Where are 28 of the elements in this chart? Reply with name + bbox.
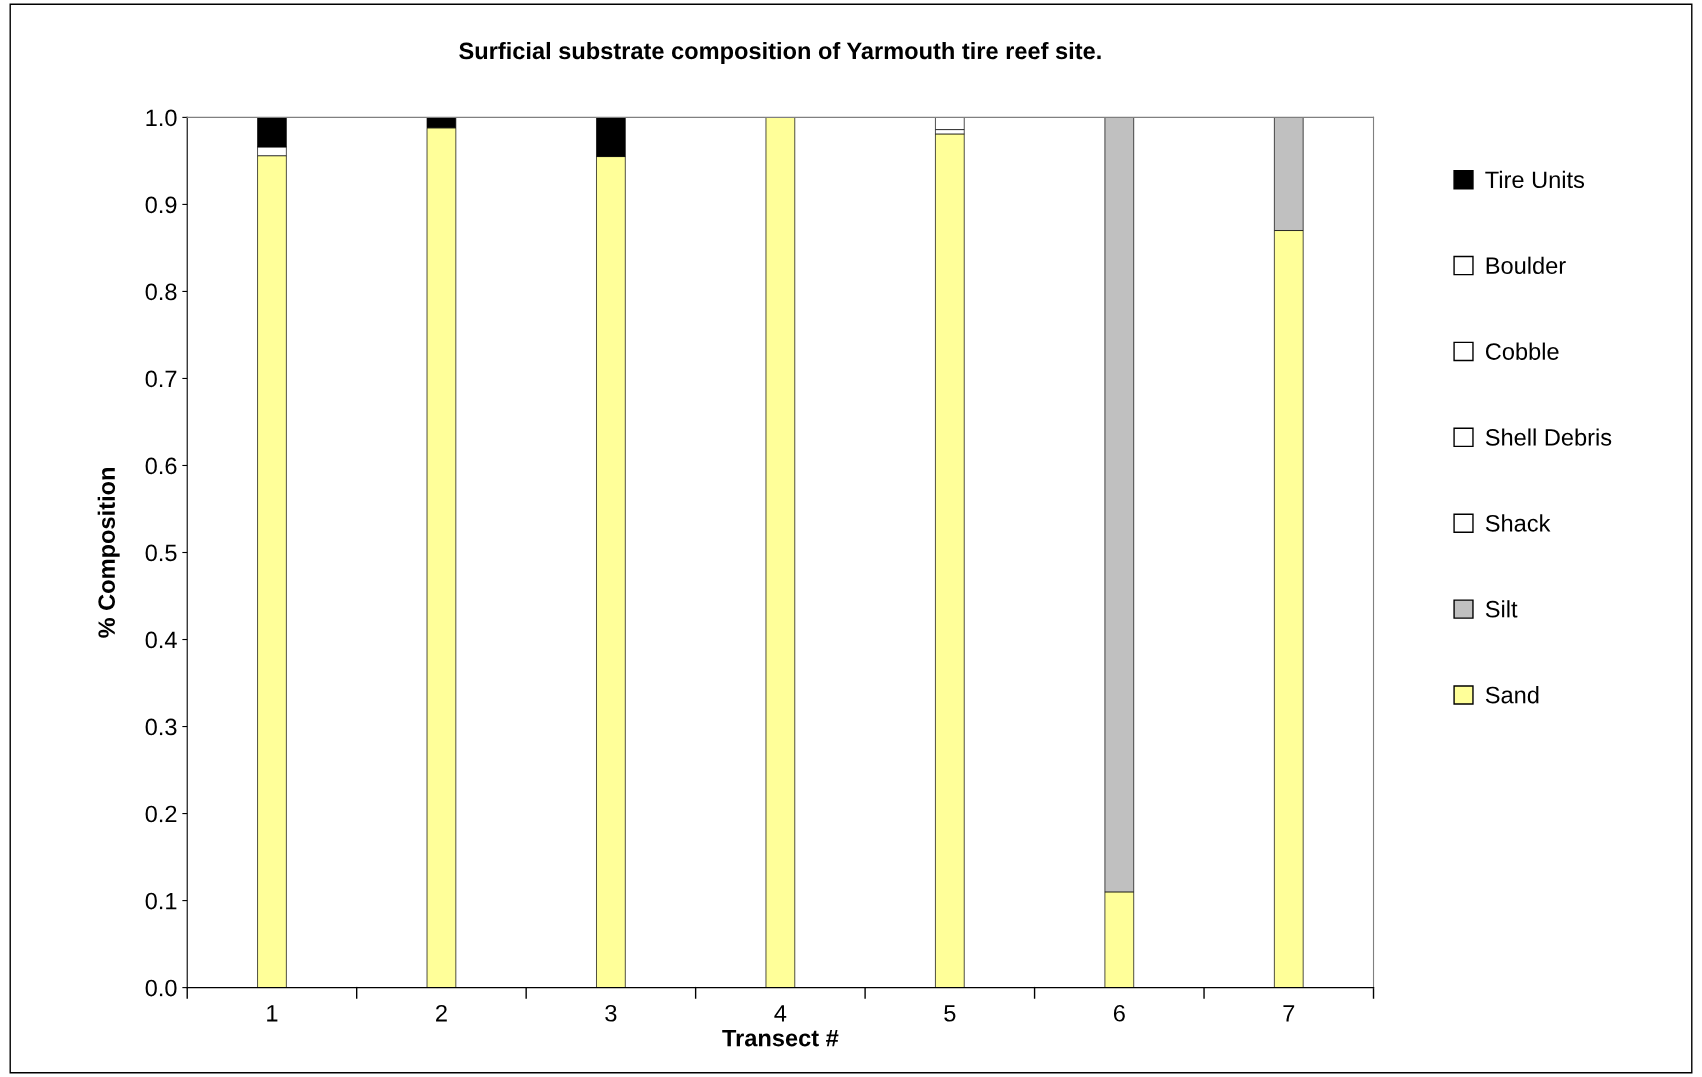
y-tick-label: 0.7 (145, 370, 177, 388)
x-tick-label: 7 (1283, 1005, 1295, 1022)
y-tick-label: 0.6 (145, 457, 177, 475)
x-tick-label: 1 (267, 1005, 278, 1022)
legend-label: Tire Units (1485, 170, 1585, 189)
legend-label: Shell Debris (1485, 428, 1612, 446)
chart-title: Surficial substrate composition of Yarmouth tire reef site. (459, 41, 1101, 64)
legend-label: Sand (1485, 686, 1539, 704)
x-tick-label: 2 (436, 1004, 447, 1022)
y-tick-label: 0.8 (145, 283, 177, 301)
y-tick-label: 0.4 (145, 631, 177, 649)
legend-label: Silt (1485, 600, 1518, 618)
legend-label: Boulder (1486, 256, 1566, 274)
y-tick-label: 0.5 (145, 544, 177, 562)
y-axis-title: % Composition (97, 468, 120, 638)
y-tick-label: 0.1 (145, 892, 177, 910)
y-tick-label: 0.9 (145, 196, 177, 214)
y-tick-label: 0.0 (145, 979, 177, 997)
x-tick-label: 5 (944, 1005, 956, 1022)
x-tick-label: 6 (1113, 1004, 1125, 1022)
legend-label: Cobble (1485, 342, 1559, 360)
x-tick-label: 4 (774, 1005, 787, 1022)
y-tick-label: 1.0 (146, 109, 177, 127)
legend-label: Shack (1485, 514, 1551, 532)
y-tick-label: 0.3 (145, 718, 177, 736)
x-axis-title: Transect # (722, 1029, 839, 1047)
y-tick-label: 0.2 (145, 805, 177, 823)
x-tick-label: 3 (605, 1004, 617, 1022)
